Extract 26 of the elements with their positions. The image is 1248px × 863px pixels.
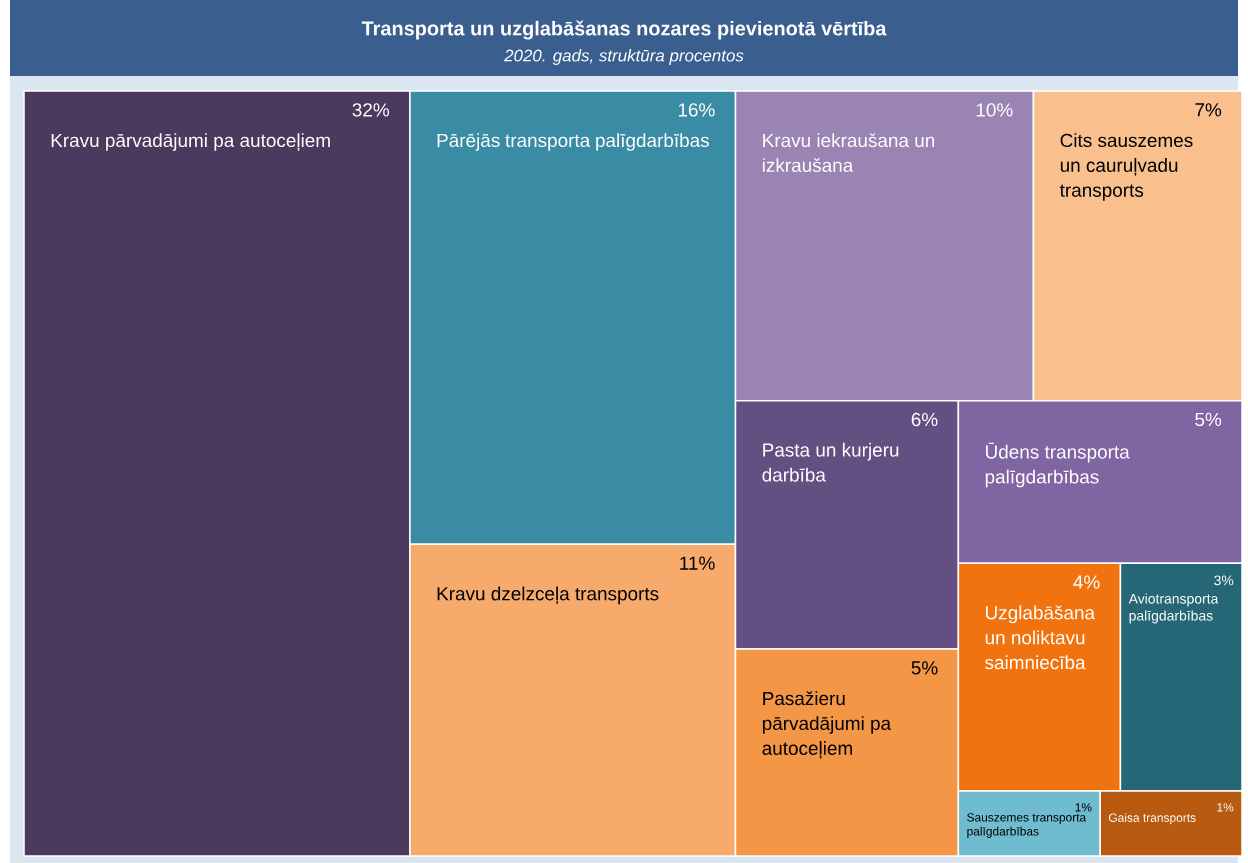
category-label: Aviotransporta palīgdarbības [1128, 593, 1219, 624]
data-label: 4% [1073, 575, 1100, 589]
data-label: 11% [680, 556, 715, 570]
data-label: 5% [1195, 412, 1222, 427]
data-label: 16% [678, 103, 715, 117]
data-label: 10% [976, 103, 1013, 117]
category-label: Sauszemes transporta palīgdarbības [967, 813, 1087, 838]
category-label: Kravu dzelzceļa transports [437, 586, 659, 605]
category-label: Kravu iekraušana un izkraušana [762, 133, 935, 173]
category-label: Pārējās transporta palīgdarbības [437, 133, 709, 151]
category-label: Pasta un kurjeru darbība [762, 442, 899, 482]
data-label: 3% [1214, 575, 1234, 586]
category-label: Kravu pārvadājumi pa autoceļiem [51, 133, 330, 151]
data-label: 6% [911, 412, 938, 427]
category-label: Ūdens transporta palīgdarbības [985, 442, 1130, 488]
category-label: Uzglabāšana un noliktavu saimniecība [985, 605, 1096, 670]
data-label: 32% [352, 103, 390, 117]
data-label: 1% [1217, 803, 1234, 812]
text: 2020. gads, struktūra procentos [504, 49, 744, 65]
category-label: Gaisa transports [1108, 813, 1196, 825]
category-label: Pasažieru pārvadājumi pa autoceļiem [762, 691, 892, 759]
data-label: 1% [1075, 803, 1092, 812]
text: Transporta un uzglabāšanas nozares pievienotā vērtība [361, 20, 887, 40]
category-label: Cits sauszemes un cauruļvadu transports [1059, 133, 1193, 201]
data-label: 5% [911, 661, 938, 675]
data-label: 7% [1195, 103, 1222, 117]
